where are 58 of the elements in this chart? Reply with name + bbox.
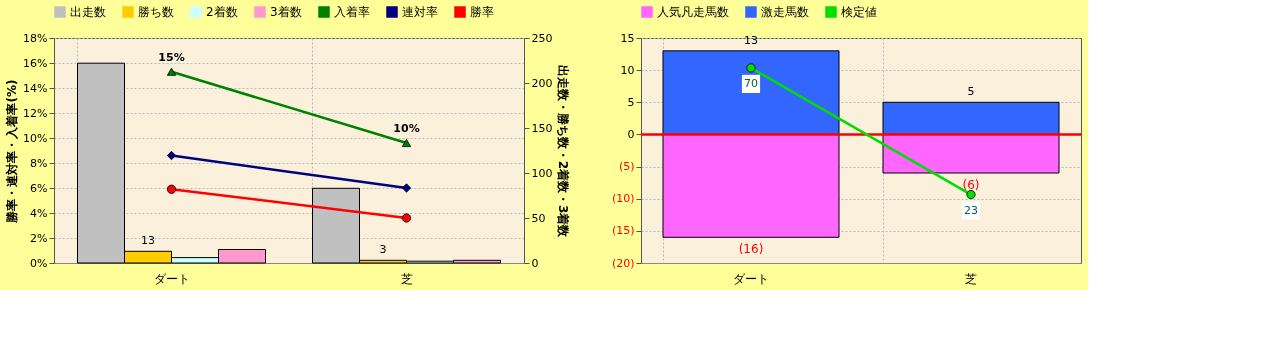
data-label: 15% bbox=[158, 50, 185, 64]
y-axis-title: 勝率・連対率・入着率(%) bbox=[5, 79, 20, 224]
legend-label: 検定値 bbox=[841, 5, 877, 19]
legend-label: 3着数 bbox=[270, 5, 302, 19]
y2-tick-label: 250 bbox=[531, 31, 553, 45]
bar bbox=[882, 101, 1060, 135]
y2-tick-label: 200 bbox=[531, 76, 553, 90]
point bbox=[401, 213, 412, 223]
data-label: 10% bbox=[393, 122, 420, 135]
bar bbox=[662, 50, 840, 135]
y-tick-label: 0 bbox=[627, 127, 635, 141]
y-tick-label: 0% bbox=[30, 256, 48, 270]
y-tick-label: (20) bbox=[611, 256, 635, 270]
data-label: (6) bbox=[962, 178, 980, 192]
legend-label: 激走馬数 bbox=[761, 5, 809, 19]
x-tick-label: ダート bbox=[153, 271, 190, 286]
data-label: 13 bbox=[744, 33, 758, 47]
bar bbox=[882, 133, 1060, 174]
x-tick-label: ダート bbox=[733, 271, 769, 286]
point bbox=[166, 150, 177, 161]
y-tick-label: 18% bbox=[23, 31, 48, 45]
x-tick-label: 芝 bbox=[400, 271, 413, 286]
point bbox=[166, 184, 177, 194]
y-tick-label: (5) bbox=[618, 160, 635, 174]
y-tick-label: 12% bbox=[23, 106, 48, 120]
y-tick-label: 15 bbox=[620, 31, 635, 45]
legend-label: 勝率 bbox=[470, 5, 494, 19]
data-label: 13 bbox=[141, 234, 155, 248]
y2-axis-title: 出走数・勝ち数・2着数・3着数 bbox=[556, 64, 571, 239]
data-label: 3 bbox=[379, 243, 387, 257]
data-label: (16) bbox=[738, 242, 764, 257]
data-label: 23 bbox=[964, 203, 978, 217]
y-tick-label: (10) bbox=[611, 192, 635, 206]
y2-tick-label: 0 bbox=[531, 256, 539, 270]
bar bbox=[662, 133, 840, 238]
data-label: 70 bbox=[744, 76, 758, 90]
y2-tick-label: 150 bbox=[531, 121, 553, 135]
point bbox=[401, 183, 412, 193]
legend-label: 出走数 bbox=[70, 5, 106, 19]
data-label: 5 bbox=[967, 85, 975, 99]
legend-label: 連対率 bbox=[402, 5, 438, 19]
y2-tick-label: 50 bbox=[531, 211, 546, 225]
legend-label: 勝ち数 bbox=[138, 5, 174, 19]
y-tick-label: (15) bbox=[611, 224, 635, 238]
y2-tick-label: 100 bbox=[531, 166, 553, 180]
y-tick-label: 10% bbox=[23, 131, 48, 145]
legend-label: 人気凡走馬数 bbox=[657, 5, 729, 19]
y-tick-label: 4% bbox=[30, 206, 48, 220]
x-tick-label: 芝 bbox=[965, 271, 977, 286]
y-tick-label: 6% bbox=[30, 181, 48, 195]
y-tick-label: 16% bbox=[23, 56, 48, 70]
y-tick-label: 10 bbox=[620, 63, 635, 77]
y-tick-label: 2% bbox=[30, 231, 48, 245]
legend-label: 入着率 bbox=[334, 5, 370, 19]
y-tick-label: 14% bbox=[23, 81, 48, 95]
y-tick-label: 5 bbox=[627, 95, 635, 109]
legend-label: 2着数 bbox=[206, 5, 238, 19]
y-tick-label: 8% bbox=[30, 156, 48, 170]
